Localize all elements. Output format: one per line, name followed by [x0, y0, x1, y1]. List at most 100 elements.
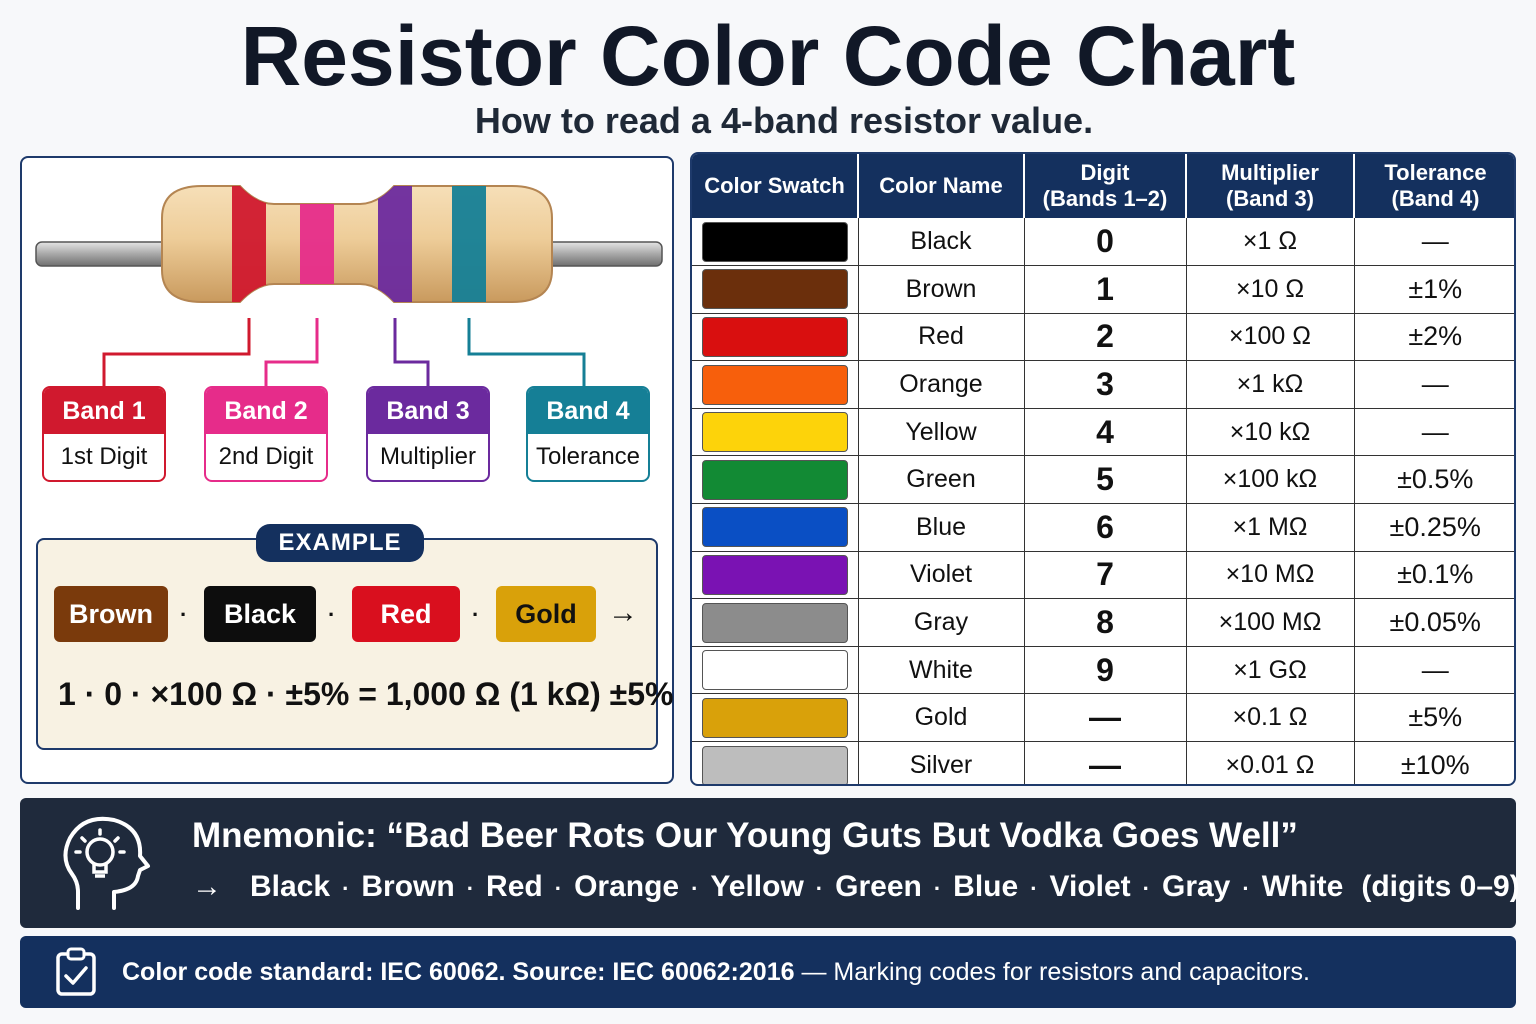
footer-description-text: — Marking codes for resistors and capaci… — [794, 958, 1310, 986]
band-2-role: 2nd Digit — [218, 443, 314, 470]
tolerance-cell: — — [1354, 646, 1514, 695]
color-swatch — [701, 364, 848, 405]
multiplier-cell: ×1 GΩ — [1186, 646, 1355, 695]
color-name-cell: Blue — [858, 503, 1025, 552]
separator-dot: · — [180, 602, 188, 627]
mnemonic-color-list: → Black · Brown · Red · Orange · Yellow · Green · Blu… — [192, 870, 1520, 904]
band-1-label: Band 1 1st Digit — [42, 386, 166, 482]
separator-dot: · — [328, 602, 336, 627]
tolerance-cell: ±5% — [1354, 693, 1514, 743]
digit-cell: 7 — [1024, 551, 1187, 600]
color-name-cell: Yellow — [858, 408, 1025, 457]
multiplier-cell: ×10 kΩ — [1186, 408, 1355, 457]
color-name-cell: Gold — [858, 693, 1025, 743]
mnemonic-title: Mnemonic: “Bad Beer Rots Our Young Guts … — [192, 816, 1298, 855]
band-2-label: Band 2 2nd Digit — [204, 386, 328, 482]
band-4-stripe — [452, 186, 486, 302]
color-swatch-cell — [692, 360, 859, 409]
tolerance-cell: — — [1354, 360, 1514, 409]
tolerance-cell: — — [1354, 218, 1514, 267]
color-swatch — [701, 221, 848, 262]
band-1-stripe — [232, 186, 266, 302]
example-box: EXAMPLE Brown · Black · Red · Gold → 1 ·… — [36, 524, 673, 750]
mnemonic-color-item: Brown — [361, 870, 455, 903]
page-title: Resistor Color Code Chart — [240, 9, 1296, 103]
header-multiplier: Multiplier (Band 3) — [1186, 154, 1355, 218]
digit-cell: — — [1024, 693, 1187, 743]
band-4-label: Band 4 Tolerance — [526, 386, 650, 482]
resistor-diagram-panel: Band 1 1st Digit Band 2 2nd Digit Band 3… — [20, 156, 674, 784]
footer-standard-text: Color code standard: IEC 60062. Source: … — [122, 958, 795, 986]
separator-dot: · — [933, 876, 942, 901]
resistor-body — [161, 185, 553, 303]
band-3-title: Band 3 — [368, 388, 488, 434]
color-swatch — [701, 554, 848, 595]
separator-dot: · — [554, 876, 563, 901]
digit-cell: 3 — [1024, 360, 1187, 409]
head-lightbulb-icon — [63, 816, 150, 910]
band-1-connector — [102, 318, 251, 386]
mnemonic-color-item: Green — [835, 870, 922, 903]
table-row: Silver — ×0.01 Ω ±10% — [692, 741, 1514, 784]
table-row: Orange 3 ×1 kΩ — — [692, 360, 1514, 409]
table-row: Brown 1 ×10 Ω ±1% — [692, 265, 1514, 314]
multiplier-cell: ×100 MΩ — [1186, 598, 1355, 647]
color-name-cell: Green — [858, 455, 1025, 505]
left-lead — [35, 241, 177, 267]
color-name-cell: White — [858, 646, 1025, 695]
resistor-illustration — [35, 185, 663, 386]
color-swatch-cell — [692, 218, 859, 267]
page-subtitle: How to read a 4-band resistor value. — [474, 100, 1094, 141]
table-row: Yellow 4 ×10 kΩ — — [692, 408, 1514, 457]
color-swatch — [701, 602, 848, 643]
multiplier-cell: ×100 Ω — [1186, 313, 1355, 362]
header-tolerance: Tolerance (Band 4) — [1354, 154, 1514, 218]
band-3-stripe — [378, 186, 412, 302]
right-lead — [537, 241, 663, 267]
digit-cell: 8 — [1024, 598, 1187, 647]
mnemonic-color-item: Yellow — [710, 870, 804, 903]
multiplier-cell: ×1 kΩ — [1186, 360, 1355, 409]
multiplier-cell: ×0.01 Ω — [1186, 741, 1355, 784]
arrow-right-icon: → — [608, 596, 638, 629]
band-3-connector — [393, 318, 430, 386]
separator-dot: · — [815, 876, 824, 901]
band-3-role: Multiplier — [379, 443, 477, 470]
multiplier-cell: ×1 Ω — [1186, 218, 1355, 267]
color-name-cell: Red — [858, 313, 1025, 362]
color-swatch-cell — [692, 265, 859, 314]
example-chip-red: Red — [352, 586, 460, 642]
color-swatch — [701, 745, 848, 784]
tolerance-cell: ±0.05% — [1354, 598, 1514, 647]
digit-cell: 6 — [1024, 503, 1187, 552]
digit-cell: 2 — [1024, 313, 1187, 362]
mnemonic-color-item: Orange — [574, 870, 680, 903]
color-name-cell: Violet — [858, 551, 1025, 600]
band-3-label: Band 3 Multiplier — [366, 386, 490, 482]
tolerance-cell: ±0.25% — [1354, 503, 1514, 552]
example-chip-black: Black — [204, 586, 316, 642]
table-row: Red 2 ×100 Ω ±2% — [692, 313, 1514, 362]
color-swatch — [701, 650, 848, 691]
table-row: Black 0 ×1 Ω — — [692, 218, 1514, 267]
color-swatch-cell — [692, 455, 859, 505]
mnemonic-color-item: Violet — [1049, 870, 1131, 903]
color-swatch-cell — [692, 646, 859, 695]
tolerance-cell: ±2% — [1354, 313, 1514, 362]
color-code-table: Color Swatch Color Name Digit (Bands 1–2)… — [690, 152, 1516, 786]
mnemonic-color-item: White — [1261, 870, 1344, 903]
color-swatch-cell — [692, 693, 859, 743]
color-name-cell: Brown — [858, 265, 1025, 314]
color-swatch — [701, 316, 848, 357]
header-digit: Digit (Bands 1–2) — [1024, 154, 1187, 218]
tolerance-cell: ±1% — [1354, 265, 1514, 314]
multiplier-cell: ×10 Ω — [1186, 265, 1355, 314]
band-2-connector — [264, 318, 319, 386]
table-row: Gray 8 ×100 MΩ ±0.05% — [692, 598, 1514, 647]
multiplier-cell: ×10 MΩ — [1186, 551, 1355, 600]
color-swatch-cell — [692, 598, 859, 647]
header-color-name: Color Name — [858, 154, 1025, 218]
color-swatch — [701, 459, 848, 500]
table-row: Blue 6 ×1 MΩ ±0.25% — [692, 503, 1514, 552]
digit-cell: 9 — [1024, 646, 1187, 695]
